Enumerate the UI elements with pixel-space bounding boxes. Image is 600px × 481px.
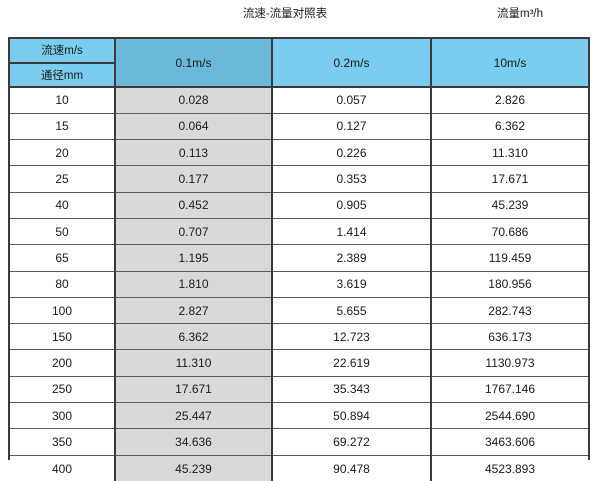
table-row: 25 0.177 0.353 17.671 (10, 165, 588, 193)
cell-nominal-diameter: 20 (10, 139, 116, 167)
caption-strip: 流速-流量对照表 流量m³/h (0, 0, 600, 32)
cell-nominal-diameter: 80 (10, 271, 116, 298)
cell-flow-value-3: 4523.893 (431, 455, 588, 481)
table-row: 50 0.707 1.414 70.686 (10, 218, 588, 246)
header-row: 流速m/s 通径mm 0.1m/s 0.2m/s 10m/s (10, 39, 588, 88)
cell-flow-value-1: 1.195 (115, 244, 273, 272)
cell-nominal-diameter: 40 (10, 192, 116, 219)
cell-flow-value-3: 70.686 (431, 218, 588, 246)
cell-nominal-diameter: 150 (10, 323, 116, 351)
cell-flow-value-1: 17.671 (115, 376, 273, 404)
cell-flow-value-2: 0.905 (272, 192, 432, 219)
cell-flow-value-2: 5.655 (272, 297, 432, 325)
cell-nominal-diameter: 65 (10, 244, 116, 272)
cell-nominal-diameter: 15 (10, 113, 116, 141)
cell-flow-value-1: 2.827 (115, 297, 273, 325)
cell-nominal-diameter: 200 (10, 349, 116, 377)
table-body: 10 0.028 0.057 2.826 15 0.064 0.127 6.362 20 0.11… (10, 87, 588, 481)
cell-flow-value-3: 1130.973 (431, 349, 588, 377)
cell-nominal-diameter: 50 (10, 218, 116, 246)
table-row: 10 0.028 0.057 2.826 (10, 87, 588, 114)
cell-flow-value-1: 45.239 (115, 455, 273, 481)
cell-flow-value-1: 0.064 (115, 113, 273, 141)
cell-flow-value-3: 2.826 (431, 87, 588, 114)
cell-flow-value-2: 0.226 (272, 139, 432, 167)
cell-flow-value-2: 90.478 (272, 455, 432, 481)
cell-nominal-diameter: 400 (10, 455, 116, 481)
table-row: 150 6.362 12.723 636.173 (10, 323, 588, 351)
cell-flow-value-3: 119.459 (431, 244, 588, 272)
table-row: 40 0.452 0.905 45.239 (10, 192, 588, 219)
cell-flow-value-1: 0.113 (115, 139, 273, 167)
cell-nominal-diameter: 25 (10, 165, 116, 193)
table: 流速m/s 通径mm 0.1m/s 0.2m/s 10m/s 10 0.028 0.… (10, 39, 588, 481)
table-row: 20 0.113 0.226 11.310 (10, 139, 588, 167)
cell-flow-value-2: 69.272 (272, 428, 432, 456)
column-header-velocity-3: 10m/s (431, 39, 588, 88)
cell-flow-value-1: 11.310 (115, 349, 273, 377)
table-row: 65 1.195 2.389 119.459 (10, 244, 588, 272)
cell-flow-value-3: 2544.690 (431, 402, 588, 430)
cell-flow-value-3: 1767.146 (431, 376, 588, 404)
cell-flow-value-2: 12.723 (272, 323, 432, 351)
header-velocity-label: 流速m/s (10, 39, 114, 64)
table-title: 流速-流量对照表 (242, 8, 328, 20)
cell-flow-value-2: 0.127 (272, 113, 432, 141)
cell-flow-value-3: 180.956 (431, 271, 588, 298)
cell-flow-value-3: 45.239 (431, 192, 588, 219)
table-row: 100 2.827 5.655 282.743 (10, 297, 588, 325)
cell-flow-value-2: 35.343 (272, 376, 432, 404)
cell-flow-value-2: 0.057 (272, 87, 432, 114)
cell-flow-value-1: 34.636 (115, 428, 273, 456)
cell-flow-value-3: 636.173 (431, 323, 588, 351)
header-diameter-label: 通径mm (10, 63, 114, 86)
cell-flow-value-1: 1.810 (115, 271, 273, 298)
cell-nominal-diameter: 250 (10, 376, 116, 404)
cell-flow-value-2: 2.389 (272, 244, 432, 272)
table-row: 250 17.671 35.343 1767.146 (10, 376, 588, 404)
cell-flow-value-3: 282.743 (431, 297, 588, 325)
cell-flow-value-3: 6.362 (431, 113, 588, 141)
cell-flow-value-1: 0.707 (115, 218, 273, 246)
table-row: 200 11.310 22.619 1130.973 (10, 349, 588, 377)
table-row: 400 45.239 90.478 4523.893 (10, 455, 588, 481)
flow-unit-label: 流量m³/h (497, 8, 543, 20)
cell-flow-value-2: 22.619 (272, 349, 432, 377)
column-header-velocity-2: 0.2m/s (272, 39, 432, 88)
table-row: 15 0.064 0.127 6.362 (10, 113, 588, 141)
cell-flow-value-3: 17.671 (431, 165, 588, 193)
cell-nominal-diameter: 10 (10, 87, 116, 114)
cell-flow-value-1: 6.362 (115, 323, 273, 351)
cell-flow-value-1: 25.447 (115, 402, 273, 430)
table-header: 流速m/s 通径mm 0.1m/s 0.2m/s 10m/s (10, 39, 588, 88)
header-corner-cell: 流速m/s 通径mm (10, 39, 116, 88)
cell-nominal-diameter: 350 (10, 428, 116, 456)
table-row: 300 25.447 50.894 2544.690 (10, 402, 588, 430)
cell-flow-value-3: 3463.606 (431, 428, 588, 456)
cell-nominal-diameter: 300 (10, 402, 116, 430)
cell-flow-value-2: 1.414 (272, 218, 432, 246)
cell-flow-value-2: 3.619 (272, 271, 432, 298)
cell-flow-value-2: 50.894 (272, 402, 432, 430)
column-header-velocity-1: 0.1m/s (115, 39, 273, 88)
flow-conversion-table: 流速m/s 通径mm 0.1m/s 0.2m/s 10m/s 10 0.028 0.… (8, 37, 590, 481)
cell-flow-value-1: 0.028 (115, 87, 273, 114)
cell-flow-value-1: 0.177 (115, 165, 273, 193)
cell-flow-value-1: 0.452 (115, 192, 273, 219)
cell-flow-value-3: 11.310 (431, 139, 588, 167)
cell-flow-value-2: 0.353 (272, 165, 432, 193)
table-row: 80 1.810 3.619 180.956 (10, 271, 588, 298)
cell-nominal-diameter: 100 (10, 297, 116, 325)
table-row: 350 34.636 69.272 3463.606 (10, 428, 588, 456)
